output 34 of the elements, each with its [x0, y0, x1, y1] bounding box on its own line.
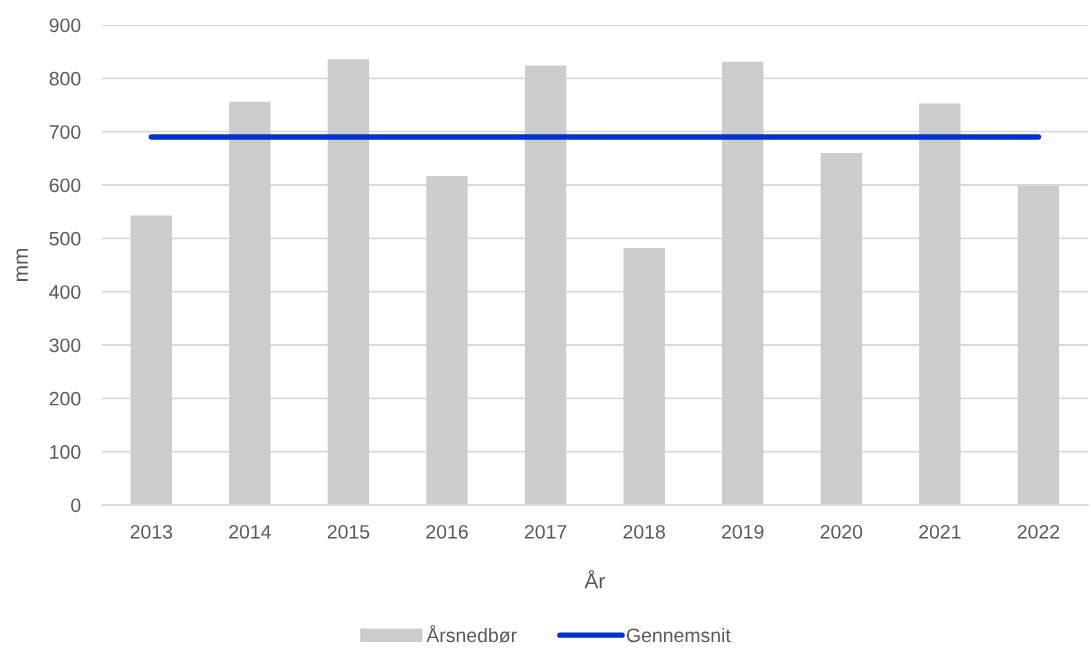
bar — [130, 215, 172, 505]
y-axis-title: mm — [16, 249, 28, 281]
y-tick-label: 100 — [50, 445, 81, 459]
y-tick-label: 600 — [49, 178, 81, 193]
x-tick-label: 2014 — [229, 524, 271, 539]
x-tick-label: 2017 — [524, 524, 567, 539]
bar — [327, 59, 370, 505]
bar — [426, 175, 468, 505]
x-axis-title: År — [584, 569, 605, 589]
bar — [820, 153, 862, 505]
y-tick-label: 700 — [49, 125, 81, 139]
y-tick-label: 900 — [49, 18, 81, 33]
legend-label: Årsnedbør — [426, 624, 517, 643]
x-tick-label: 2018 — [623, 524, 665, 539]
y-tick-label: 0 — [71, 498, 81, 513]
x-tick-label: 2020 — [820, 524, 863, 539]
bar — [524, 65, 567, 505]
y-tick-label: 500 — [49, 231, 81, 246]
x-tick-label: 2016 — [426, 524, 468, 539]
x-tick-label: 2019 — [722, 524, 764, 539]
x-tick-label: 2013 — [130, 524, 173, 539]
y-tick-label: 400 — [49, 285, 81, 299]
bar — [623, 247, 665, 505]
x-tick-label: 2022 — [1017, 524, 1060, 539]
bar — [1017, 186, 1060, 505]
y-tick-label: 800 — [49, 71, 81, 86]
legend-label: Gennemsnit — [626, 627, 731, 643]
y-tick-label: 200 — [49, 391, 81, 406]
x-tick-label: 2021 — [919, 524, 961, 539]
bar — [229, 101, 271, 505]
y-tick-label: 300 — [49, 338, 81, 353]
x-tick-label: 2015 — [327, 524, 370, 539]
bar — [919, 103, 961, 505]
bar — [722, 61, 764, 505]
